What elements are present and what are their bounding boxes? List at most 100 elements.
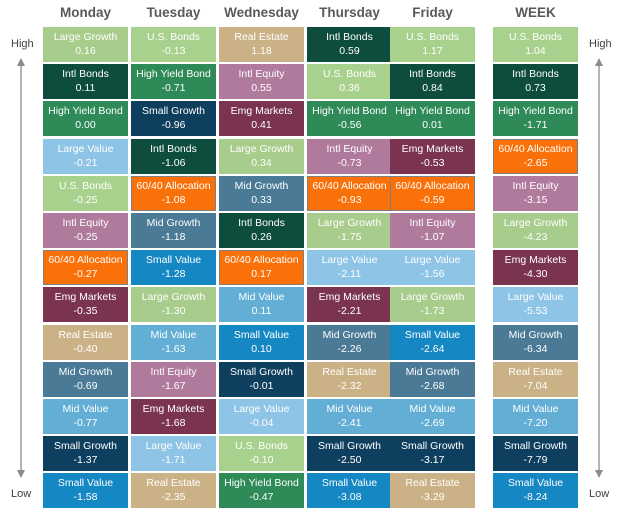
asset-class-label: Real Estate	[58, 328, 113, 341]
return-value-label: -7.04	[523, 379, 548, 392]
return-cell: Large Growth 0.16	[43, 27, 128, 62]
return-cell: 60/40 Allocation -0.93	[307, 175, 392, 211]
asset-class-label: Emg Markets	[504, 254, 567, 267]
return-cell: Small Growth -0.01	[219, 361, 304, 397]
return-cell: Intl Equity -3.15	[493, 175, 578, 211]
return-value-label: -3.29	[420, 491, 445, 504]
return-value-label: -0.35	[73, 305, 98, 318]
asset-class-label: Mid Value	[238, 291, 285, 304]
asset-class-label: Real Estate	[405, 477, 460, 490]
return-value-label: 0.33	[251, 193, 272, 206]
return-cell: Small Growth -0.96	[131, 101, 216, 137]
asset-class-label: High Yield Bond	[224, 477, 299, 490]
asset-class-label: Real Estate	[322, 365, 377, 378]
return-value-label: -0.73	[337, 156, 362, 169]
asset-class-label: Small Growth	[141, 105, 205, 118]
asset-class-label: Small Value	[404, 328, 461, 341]
return-cell: Large Value -0.04	[219, 399, 304, 434]
return-cell: Intl Equity -1.07	[390, 213, 475, 248]
asset-class-label: Mid Value	[150, 328, 197, 341]
return-value-label: -0.71	[161, 82, 186, 95]
asset-class-label: Large Growth	[400, 291, 465, 304]
return-value-label: -0.47	[249, 491, 274, 504]
return-value-label: -1.71	[523, 119, 548, 132]
asset-class-label: Emg Markets	[54, 291, 117, 304]
asset-class-label: Intl Equity	[326, 142, 373, 155]
return-cell: Small Growth -2.50	[307, 436, 392, 472]
asset-class-label: High Yield Bond	[48, 105, 123, 118]
return-cell: Emg Markets -0.53	[390, 138, 475, 174]
asset-class-label: High Yield Bond	[498, 105, 573, 118]
return-cell: Small Value -3.08	[307, 473, 392, 509]
return-value-label: -0.27	[73, 268, 98, 281]
return-cell: Mid Value 0.11	[219, 287, 304, 323]
return-value-label: 0.34	[251, 156, 272, 169]
return-value-label: -1.75	[337, 231, 362, 243]
return-value-label: -1.67	[161, 379, 186, 392]
asset-class-label: Intl Equity	[150, 365, 197, 378]
asset-class-label: Large Growth	[229, 142, 294, 155]
asset-class-label: Large Value	[57, 142, 114, 155]
return-cell: Mid Growth -0.69	[43, 361, 128, 397]
return-cell: Large Value -5.53	[493, 287, 578, 323]
return-value-label: -7.20	[523, 417, 548, 429]
return-value-label: -3.08	[337, 491, 362, 504]
return-value-label: -6.34	[523, 342, 548, 355]
return-value-label: -2.21	[337, 305, 362, 318]
return-cell: Real Estate -0.40	[43, 324, 128, 360]
return-value-label: 0.59	[339, 45, 360, 57]
return-cell: 60/40 Allocation -0.59	[390, 175, 475, 211]
return-cell: Small Value -2.64	[390, 324, 475, 360]
return-cell: U.S. Bonds 1.04	[493, 27, 578, 62]
return-cell: Emg Markets 0.41	[219, 101, 304, 137]
asset-class-label: Mid Value	[512, 403, 559, 415]
return-cell: Small Growth -1.37	[43, 436, 128, 472]
return-cell: Mid Growth -2.26	[307, 324, 392, 360]
return-cell: Real Estate -2.32	[307, 361, 392, 397]
asset-class-label: U.S. Bonds	[405, 31, 460, 43]
return-value-label: -0.10	[249, 454, 274, 467]
asset-class-label: Intl Equity	[238, 68, 285, 81]
asset-class-label: Emg Markets	[318, 291, 381, 304]
return-cell: High Yield Bond -0.71	[131, 64, 216, 100]
return-cell: Small Value -8.24	[493, 473, 578, 509]
asset-class-label: Small Value	[145, 254, 202, 267]
return-value-label: -2.41	[337, 417, 362, 429]
return-value-label: -3.15	[523, 193, 548, 206]
asset-class-label: Large Value	[321, 254, 378, 267]
return-value-label: 1.17	[422, 45, 443, 57]
return-cell: Mid Value -0.77	[43, 399, 128, 434]
asset-class-label: Small Value	[321, 477, 378, 490]
return-cell: Mid Value -7.20	[493, 399, 578, 434]
return-cell: U.S. Bonds 0.36	[307, 64, 392, 100]
return-cell: Emg Markets -2.21	[307, 287, 392, 323]
return-value-label: -2.68	[420, 379, 445, 392]
asset-class-label: Intl Equity	[512, 179, 559, 192]
return-cell: Mid Growth -6.34	[493, 324, 578, 360]
asset-class-label: Mid Growth	[146, 217, 201, 229]
asset-class-label: 60/40 Allocation	[224, 254, 299, 267]
asset-class-label: Large Growth	[503, 217, 568, 229]
return-cell: Intl Bonds 0.84	[390, 64, 475, 100]
return-cell: U.S. Bonds -0.10	[219, 436, 304, 472]
return-value-label: -0.56	[337, 119, 362, 132]
asset-class-label: U.S. Bonds	[58, 179, 113, 192]
return-cell: Intl Bonds -1.06	[131, 138, 216, 174]
return-value-label: -0.59	[420, 193, 445, 206]
asset-class-label: Emg Markets	[142, 403, 205, 415]
return-value-label: -1.07	[420, 231, 445, 243]
asset-class-label: Emg Markets	[230, 105, 293, 118]
column-header-week: WEEK	[515, 5, 556, 20]
asset-class-label: Intl Bonds	[62, 68, 109, 81]
return-cell: Real Estate -3.29	[390, 473, 475, 509]
column-header-thursday: Thursday	[319, 5, 380, 20]
return-value-label: -0.13	[161, 45, 186, 57]
column-header-wednesday: Wednesday	[224, 5, 299, 20]
asset-class-label: Intl Bonds	[238, 217, 285, 229]
return-cell: Intl Bonds 0.73	[493, 64, 578, 100]
return-cell: Intl Equity -1.67	[131, 361, 216, 397]
asset-class-label: 60/40 Allocation	[395, 179, 470, 192]
column-header-friday: Friday	[412, 5, 453, 20]
return-cell: Small Value -1.28	[131, 250, 216, 286]
return-cell: Mid Value -1.63	[131, 324, 216, 360]
